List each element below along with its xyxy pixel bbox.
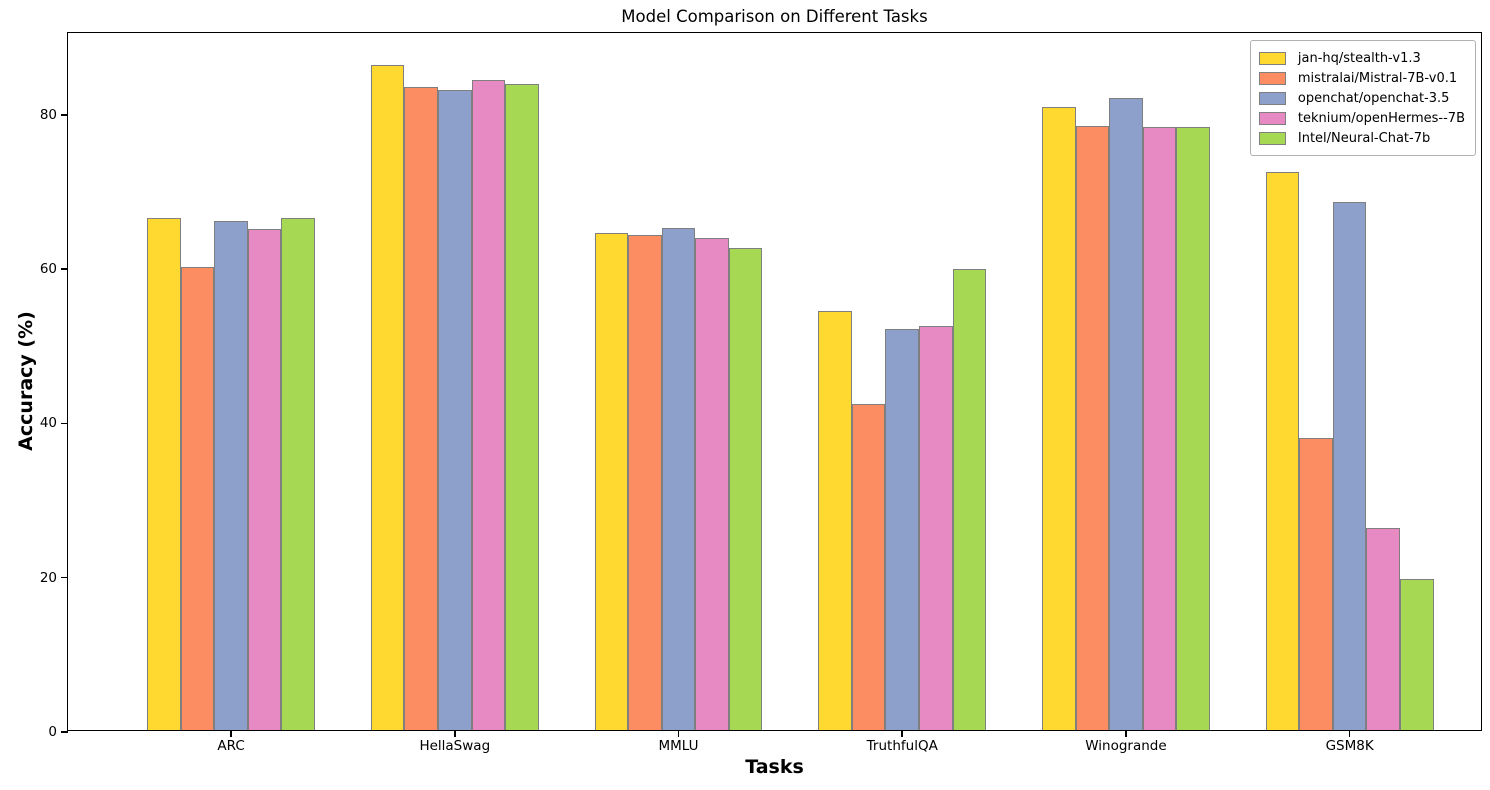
bar xyxy=(695,237,729,730)
x-tick-label: Winogrande xyxy=(1085,738,1167,754)
legend-label: teknium/openHermes--7B xyxy=(1297,110,1465,126)
y-tick-mark xyxy=(61,422,68,425)
chart-title: Model Comparison on Different Tasks xyxy=(621,7,928,26)
x-tick-label: HellaSwag xyxy=(419,738,491,754)
bar xyxy=(147,217,181,730)
bar xyxy=(728,247,763,730)
x-axis-label: Tasks xyxy=(745,756,804,778)
y-tick-label: 20 xyxy=(39,569,57,586)
bar xyxy=(594,233,629,730)
legend-item: mistralai/Mistral-7B-v0.1 xyxy=(1258,68,1465,88)
y-tick-mark xyxy=(61,731,68,733)
bar xyxy=(661,227,696,730)
bar xyxy=(438,89,472,730)
bar xyxy=(1265,172,1300,730)
legend-item: teknium/openHermes--7B xyxy=(1258,108,1465,128)
bar xyxy=(1109,98,1143,730)
legend-swatch xyxy=(1258,91,1286,105)
bar xyxy=(281,218,315,730)
legend: jan-hq/stealth-v1.3 mistralai/Mistral-7B-… xyxy=(1249,40,1476,156)
x-tick-mark xyxy=(230,730,232,737)
bar xyxy=(471,80,506,730)
x-tick-mark xyxy=(677,730,680,737)
legend-label: jan-hq/stealth-v1.3 xyxy=(1297,50,1421,66)
bar xyxy=(952,269,987,730)
x-tick-label: MMLU xyxy=(658,738,699,754)
bar xyxy=(1299,437,1333,730)
bar xyxy=(1332,202,1367,730)
legend-label: mistralai/Mistral-7B-v0.1 xyxy=(1297,70,1458,86)
bar xyxy=(404,87,438,730)
bar xyxy=(180,267,215,730)
bar xyxy=(919,325,953,730)
bar xyxy=(851,403,886,730)
x-tick-mark xyxy=(901,730,903,737)
x-tick-label: ARC xyxy=(217,738,245,754)
bar xyxy=(818,311,852,730)
y-tick-label: 60 xyxy=(39,261,57,278)
bar xyxy=(214,220,248,730)
bar xyxy=(1400,578,1434,730)
bar xyxy=(1075,125,1110,730)
y-tick-label: 40 xyxy=(39,415,57,432)
y-tick-label: 0 xyxy=(48,724,57,740)
x-tick-label: GSM8K xyxy=(1325,738,1374,754)
y-tick-mark xyxy=(61,114,68,116)
bar xyxy=(247,228,282,730)
bar xyxy=(885,328,919,730)
x-tick-mark xyxy=(1125,730,1127,737)
y-tick-mark xyxy=(61,576,68,579)
bar xyxy=(1366,527,1400,730)
legend-label: Intel/Neural-Chat-7b xyxy=(1297,130,1431,146)
legend-item: Intel/Neural-Chat-7b xyxy=(1258,128,1465,148)
bar xyxy=(1142,127,1177,730)
y-tick-label: 80 xyxy=(39,106,57,123)
legend-swatch xyxy=(1258,131,1286,145)
bar xyxy=(370,64,405,730)
bar xyxy=(628,234,662,730)
legend-swatch xyxy=(1258,51,1286,65)
bar xyxy=(1042,106,1076,730)
bar xyxy=(1176,126,1210,730)
bar xyxy=(505,84,539,730)
x-tick-mark xyxy=(1348,730,1351,737)
legend-swatch xyxy=(1258,111,1286,125)
legend-item: jan-hq/stealth-v1.3 xyxy=(1258,48,1465,68)
legend-label: openchat/openchat-3.5 xyxy=(1297,90,1450,106)
legend-swatch xyxy=(1258,71,1286,85)
y-axis-label: Accuracy (%) xyxy=(15,311,37,451)
legend-item: openchat/openchat-3.5 xyxy=(1258,88,1465,108)
y-tick-mark xyxy=(61,268,68,270)
plot-area: 0 20 40 60 80 ARC HellaSwag MMLU TruthfulQA Winog… xyxy=(40,32,1482,754)
x-tick-label: TruthfulQA xyxy=(866,738,938,754)
x-tick-mark xyxy=(454,730,456,737)
